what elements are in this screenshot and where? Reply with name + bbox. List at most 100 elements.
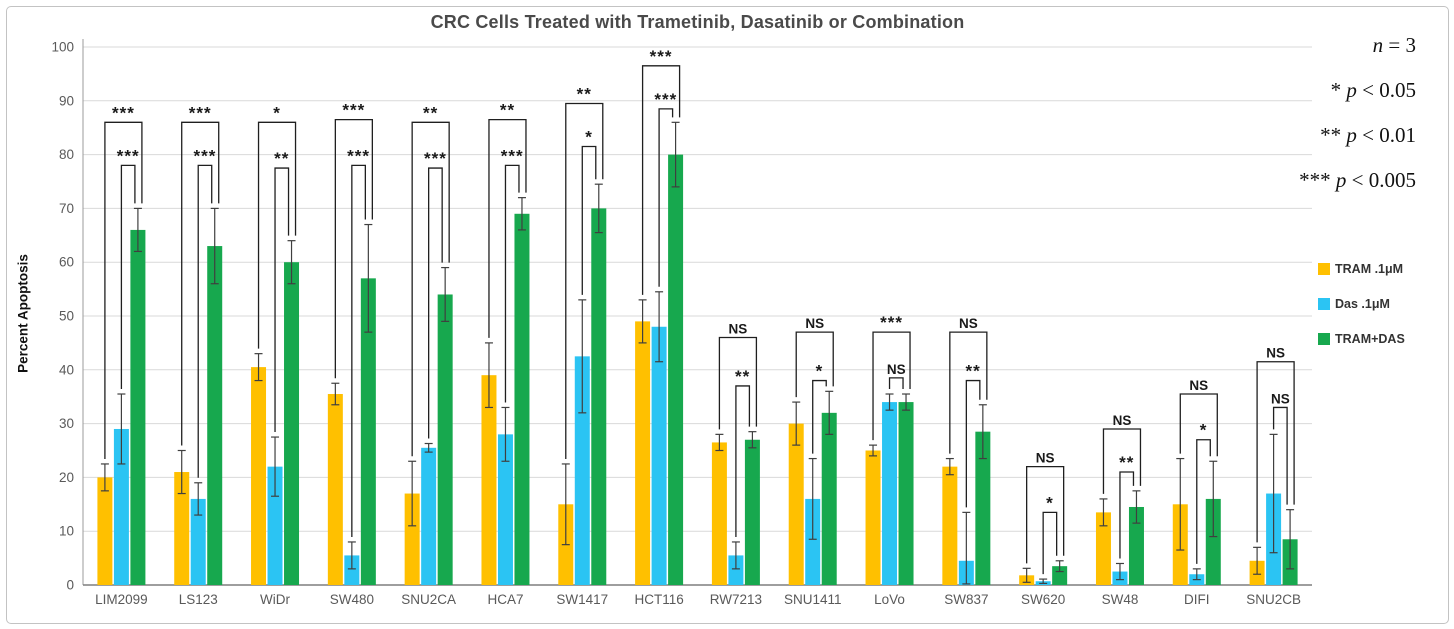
bar-TRAM .1μM-RW7213 — [711, 442, 727, 585]
bracket-tram-vs-combo — [1026, 465, 1065, 564]
bracket-tram-vs-combo — [1102, 428, 1142, 494]
stats-annotation-line: n = 3 — [1372, 33, 1416, 57]
significance-label: *** — [654, 90, 677, 109]
bracket-tram-vs-combo — [257, 121, 297, 349]
bracket-tram-vs-combo — [181, 121, 220, 446]
y-tick-label: 50 — [59, 309, 74, 324]
significance-label: *** — [342, 101, 365, 120]
bracket-tram-vs-combo — [411, 121, 450, 457]
x-tick-label: SNU1411 — [784, 592, 842, 607]
significance-label: * — [585, 128, 593, 147]
bar-TRAM+DAS-SW48 — [1128, 506, 1144, 585]
bar-TRAM .1μM-LoVo — [865, 450, 881, 585]
x-tick-label: SW480 — [330, 592, 374, 607]
significance-label: *** — [880, 313, 903, 332]
bar-TRAM .1μM-SW480 — [327, 394, 343, 585]
significance-label: ** — [1119, 453, 1134, 472]
significance-label: NS — [1189, 378, 1208, 393]
significance-label: * — [816, 362, 824, 381]
bar-TRAM+DAS-DIFI — [1205, 498, 1221, 585]
significance-label: NS — [887, 362, 906, 377]
bracket-tram-vs-combo — [949, 331, 988, 454]
bracket-tram-vs-combo — [104, 121, 143, 459]
bracket-das-vs-combo — [812, 379, 827, 454]
bracket-das-vs-combo — [888, 377, 904, 390]
significance-label: *** — [501, 146, 524, 165]
legend-label: TRAM+DAS — [1335, 332, 1405, 346]
y-tick-label: 20 — [59, 470, 74, 485]
bar-TRAM+DAS-SNU1411 — [821, 412, 837, 585]
stats-annotation-line: * p < 0.05 — [1330, 78, 1416, 102]
bar-TRAM+DAS-LIM2099 — [130, 229, 146, 586]
y-tick-label: 0 — [66, 578, 74, 593]
bar-TRAM+DAS-HCT116 — [668, 154, 684, 585]
significance-label: NS — [1271, 391, 1290, 406]
y-tick-label: 10 — [59, 524, 74, 539]
bar-Das .1μM-SNU2CA — [421, 447, 437, 585]
bracket-das-vs-combo — [658, 108, 674, 287]
significance-label: ** — [274, 149, 289, 168]
x-tick-label: SW1417 — [556, 592, 608, 607]
significance-label: *** — [117, 146, 140, 165]
bracket-das-vs-combo — [351, 164, 366, 537]
legend-item: TRAM+DAS — [1318, 332, 1405, 346]
stats-annotation-line: *** p < 0.005 — [1299, 168, 1416, 192]
bar-TRAM+DAS-SNU2CA — [437, 294, 453, 585]
bracket-tram-vs-combo — [565, 102, 604, 459]
legend-swatch-icon — [1318, 333, 1330, 345]
y-tick-label: 40 — [59, 362, 74, 377]
significance-label: *** — [194, 146, 217, 165]
bar-TRAM .1μM-SNU1411 — [788, 423, 804, 585]
y-tick-label: 30 — [59, 416, 74, 431]
bar-TRAM .1μM-LS123 — [174, 472, 190, 585]
x-tick-label: RW7213 — [710, 592, 762, 607]
bracket-das-vs-combo — [197, 164, 213, 478]
bar-Das .1μM-LIM2099 — [113, 428, 129, 585]
x-tick-label: DIFI — [1184, 592, 1210, 607]
bar-Das .1μM-LS123 — [190, 498, 206, 585]
bracket-tram-vs-combo — [334, 118, 373, 379]
bar-Das .1μM-RW7213 — [728, 555, 744, 585]
stats-annotation-line: ** p < 0.01 — [1320, 123, 1416, 147]
bracket-das-vs-combo — [504, 164, 520, 403]
chart-title: CRC Cells Treated with Trametinib, Dasat… — [430, 12, 965, 32]
x-tick-label: SW48 — [1102, 592, 1139, 607]
bracket-tram-vs-combo — [872, 331, 911, 441]
bracket-tram-vs-combo — [641, 65, 681, 295]
significance-label: NS — [1036, 451, 1055, 466]
y-tick-label: 70 — [59, 201, 74, 216]
bracket-das-vs-combo — [965, 379, 981, 508]
bar-TRAM+DAS-LoVo — [898, 402, 914, 585]
significance-label: * — [1200, 421, 1208, 440]
significance-label: NS — [1266, 346, 1285, 361]
bar-Das .1μM-LoVo — [882, 402, 898, 585]
bar-TRAM+DAS-LS123 — [207, 246, 223, 585]
significance-label: *** — [424, 149, 447, 168]
x-tick-label: LS123 — [179, 592, 218, 607]
bar-TRAM .1μM-LIM2099 — [97, 477, 113, 585]
significance-label: ** — [500, 101, 515, 120]
bracket-das-vs-combo — [1119, 471, 1135, 559]
significance-label: NS — [729, 322, 748, 337]
legend-label: TRAM .1μM — [1335, 262, 1404, 276]
x-tick-label: LoVo — [874, 592, 905, 607]
bar-TRAM+DAS-SW1417 — [591, 208, 607, 585]
bracket-das-vs-combo — [120, 164, 136, 390]
y-tick-label: 80 — [59, 147, 74, 162]
significance-label: ** — [423, 103, 438, 122]
bar-TRAM+DAS-HCA7 — [514, 213, 530, 585]
significance-label: ** — [735, 367, 750, 386]
bracket-tram-vs-combo — [1179, 393, 1218, 457]
y-tick-label: 90 — [59, 93, 74, 108]
bracket-das-vs-combo — [735, 385, 751, 537]
x-tick-label: HCT116 — [634, 592, 683, 607]
bar-Das .1μM-SNU1411 — [805, 498, 821, 585]
bracket-das-vs-combo — [581, 145, 597, 295]
bracket-das-vs-combo — [428, 167, 443, 439]
significance-label: * — [273, 103, 281, 122]
bar-TRAM .1μM-HCT116 — [635, 321, 651, 585]
bar-TRAM .1μM-SNU2CA — [404, 493, 420, 585]
bracket-das-vs-combo — [1042, 511, 1058, 575]
x-tick-label: SW837 — [944, 592, 988, 607]
